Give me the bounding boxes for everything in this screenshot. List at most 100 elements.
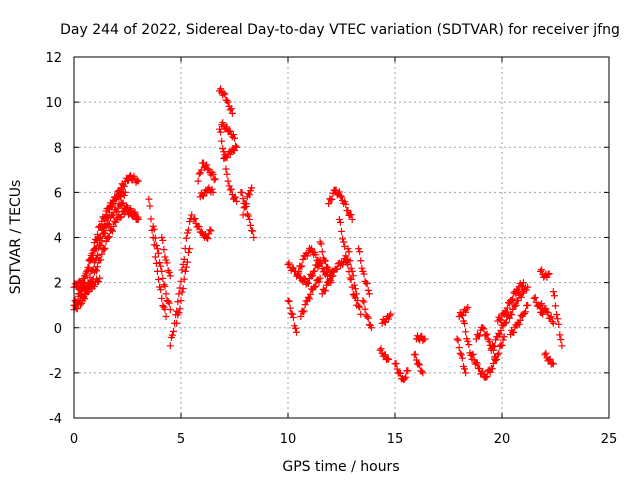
data-point [120,191,128,199]
data-point [364,286,372,294]
axis-ticks: 0 5 10 15 20 25 -4 -2 0 2 4 6 8 10 12 [45,51,617,447]
data-point [511,302,519,310]
data-point [548,318,556,326]
data-point [456,349,464,357]
series-arc-at [541,349,557,368]
data-point [287,309,295,317]
x-tick-label: 10 [280,432,297,447]
data-point [360,298,368,306]
data-point [186,245,194,253]
data-point [381,351,389,359]
data-point [116,214,124,222]
data-point [361,305,369,313]
data-point [89,246,97,254]
data-point [306,290,314,298]
data-point [344,261,352,269]
data-point [554,315,562,323]
data-point [381,318,389,326]
data-point [465,341,473,349]
data-point [177,297,185,305]
x-axis-label: GPS time / hours [282,459,399,475]
data-point [333,265,341,273]
data-point [298,262,306,270]
series-arc-k [190,214,215,243]
data-point [479,368,487,376]
data-point [110,222,118,230]
data-point [508,311,516,319]
data-point [491,342,499,350]
data-point [174,298,182,306]
series-arc-m [196,184,217,201]
data-point [100,246,108,254]
data-point [315,278,323,286]
data-point [155,276,163,284]
data-point [347,276,355,284]
data-point [238,189,246,197]
data-point [73,283,81,291]
series-arc-ae [378,310,395,327]
x-tick-label: 20 [494,432,511,447]
series-arc-i [166,211,196,350]
data-point [316,238,324,246]
data-point [211,175,219,183]
data-point [352,290,360,298]
data-point [461,319,469,327]
data-point [232,142,240,150]
data-point [308,245,316,253]
data-point [105,204,113,212]
data-point [502,318,510,326]
data-point [303,252,311,260]
data-point [94,263,102,271]
data-point [518,282,526,290]
data-point [151,253,159,261]
data-point [81,274,89,282]
data-point [158,294,166,302]
data-point [556,331,564,339]
data-point [131,208,139,216]
data-point [473,360,481,368]
series-arc-c [74,188,129,298]
series-arc-p [218,119,238,142]
data-point [73,305,81,313]
data-point [463,305,471,313]
data-point [355,245,363,253]
data-point [293,328,301,336]
data-point [357,257,365,265]
data-point [348,215,356,223]
data-point [233,197,241,205]
data-point [502,308,510,316]
data-point [363,280,371,288]
series-arc-ao [487,283,532,354]
data-point [166,342,174,350]
data-point [350,281,358,289]
data-point [160,281,168,289]
data-point [223,170,231,178]
data-point [203,234,211,241]
data-point [515,320,523,328]
data-point [160,245,168,253]
data-point [249,227,257,235]
data-point [346,257,354,265]
data-point [134,213,142,221]
data-point [546,355,554,363]
data-point [476,365,484,373]
data-point [248,184,256,192]
data-point [339,235,347,243]
data-point [385,355,393,363]
data-point [472,359,480,367]
data-point [418,367,426,375]
data-point [94,231,102,239]
data-point [312,251,320,259]
data-point [226,127,234,135]
data-point [464,303,472,311]
data-point [538,300,546,308]
data-point [336,192,344,200]
data-point [357,310,365,318]
series-arc-aj [453,335,470,377]
data-point [492,353,500,361]
data-point [553,310,561,318]
series-arc-h [158,234,174,280]
data-point [325,265,333,273]
data-point [175,290,183,298]
